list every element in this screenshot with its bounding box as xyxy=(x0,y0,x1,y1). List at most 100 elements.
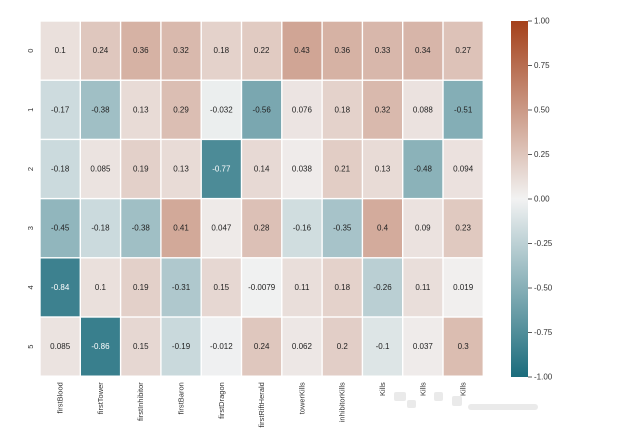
colorbar-tick-label: 0.50 xyxy=(534,106,550,115)
heatmap-cell xyxy=(322,258,362,317)
heatmap-cell xyxy=(443,140,483,198)
column-tick-label: firstBlood xyxy=(56,382,65,413)
cell-value-label: 0.09 xyxy=(415,224,431,233)
column-tick-label: firstDragon xyxy=(217,382,226,419)
heatmap-cell xyxy=(40,258,80,317)
heatmap-cell-labels: 0.1 0.24 0.36 0.32 0.18 0.22 0.43 0.36 0.33 0.34 0… xyxy=(50,46,474,351)
heatmap-cell xyxy=(121,140,161,198)
cell-value-label: 0.21 xyxy=(334,165,350,174)
cell-value-label: -0.35 xyxy=(333,224,352,233)
heatmap-cell xyxy=(81,21,120,80)
cell-value-label: 0.14 xyxy=(254,165,270,174)
heatmap-cell xyxy=(40,199,80,258)
cell-value-label: -0.0079 xyxy=(248,283,276,292)
heatmap-cell xyxy=(121,21,161,80)
row-tick-label: 1 xyxy=(26,108,35,112)
heatmap-cell xyxy=(121,258,161,317)
blurred-region xyxy=(394,392,538,410)
cell-value-label: -0.26 xyxy=(373,283,392,292)
column-tick-label: firstRiftHerald xyxy=(257,382,266,427)
heatmap-cell xyxy=(161,21,201,80)
cell-value-label: 0.2 xyxy=(337,342,349,351)
cell-value-label: 0.038 xyxy=(292,165,313,174)
cell-value-label: 0.36 xyxy=(133,46,149,55)
heatmap-cell xyxy=(201,317,241,376)
heatmap-cell xyxy=(121,80,161,139)
cell-value-label: -0.86 xyxy=(91,342,110,351)
heatmap-cell xyxy=(403,21,443,80)
heatmap-cell xyxy=(40,317,80,376)
cell-value-label: 0.19 xyxy=(133,165,149,174)
heatmap-cell xyxy=(81,317,120,376)
heatmap-cell xyxy=(81,140,120,198)
cell-value-label: -0.38 xyxy=(91,105,110,114)
heatmap-cell xyxy=(201,258,241,317)
cell-value-label: 0.11 xyxy=(415,283,431,292)
row-tick-label: 2 xyxy=(26,167,35,171)
cell-value-label: 0.13 xyxy=(375,165,391,174)
cell-value-label: 0.047 xyxy=(211,224,232,233)
cell-value-label: 0.1 xyxy=(55,46,67,55)
cell-value-label: 0.18 xyxy=(334,283,350,292)
colorbar-tick-label: -0.50 xyxy=(534,284,553,293)
colorbar-tick-label: -0.75 xyxy=(534,328,553,337)
cell-value-label: 0.019 xyxy=(453,283,474,292)
cell-value-label: -0.31 xyxy=(172,283,191,292)
cell-value-label: -0.51 xyxy=(454,105,473,114)
cell-value-label: 0.1 xyxy=(95,283,107,292)
cell-value-label: 0.24 xyxy=(93,46,109,55)
column-tick-label: Kills xyxy=(459,382,468,396)
heatmap-cell xyxy=(403,258,443,317)
heatmap-cell xyxy=(443,199,483,258)
cell-value-label: 0.36 xyxy=(334,46,350,55)
colorbar-tick-label: 0.75 xyxy=(534,61,550,70)
cell-value-label: 0.24 xyxy=(254,342,270,351)
cell-value-label: 0.088 xyxy=(413,105,434,114)
cell-value-label: -0.38 xyxy=(132,224,151,233)
cell-value-label: -0.77 xyxy=(212,165,231,174)
cell-value-label: -0.17 xyxy=(51,105,70,114)
cell-value-label: 0.13 xyxy=(133,105,149,114)
cell-value-label: 0.085 xyxy=(90,165,111,174)
column-tick-label: firstBaron xyxy=(177,382,186,414)
cell-value-label: -0.48 xyxy=(414,165,433,174)
cell-value-label: -0.16 xyxy=(293,224,312,233)
cell-value-label: -0.18 xyxy=(91,224,110,233)
heatmap-cell xyxy=(201,199,241,258)
colorbar-tick-label: -1.00 xyxy=(534,373,553,382)
column-tick-label: Kills xyxy=(378,382,387,396)
cell-value-label: 0.22 xyxy=(254,46,270,55)
heatmap-cell xyxy=(121,317,161,376)
cell-value-label: 0.29 xyxy=(173,105,189,114)
heatmap-cell xyxy=(403,317,443,376)
column-tick-label: towerKills xyxy=(297,382,306,414)
heatmap-cell xyxy=(81,258,120,317)
row-tick-label: 5 xyxy=(26,345,35,349)
heatmap-cell xyxy=(242,258,282,317)
cell-value-label: -0.1 xyxy=(376,342,390,351)
colorbar-tick-label: 0.25 xyxy=(534,150,550,159)
cell-value-label: 0.23 xyxy=(455,224,471,233)
cell-value-label: 0.32 xyxy=(173,46,189,55)
heatmap-cell xyxy=(363,21,402,80)
cell-value-label: 0.19 xyxy=(133,283,149,292)
heatmap-cell xyxy=(242,140,282,198)
heatmap-cell xyxy=(201,140,241,198)
heatmap-cell xyxy=(443,21,483,80)
heatmap-cell xyxy=(443,258,483,317)
colorbar-scale xyxy=(511,21,528,377)
heatmap-cell xyxy=(242,199,282,258)
colorbar-tick-label: -0.25 xyxy=(534,239,553,248)
cell-value-label: 0.32 xyxy=(375,105,391,114)
heatmap-cell xyxy=(322,21,362,80)
cell-value-label: 0.18 xyxy=(214,46,230,55)
heatmap-cell xyxy=(363,80,402,139)
heatmap-cell xyxy=(443,317,483,376)
cell-value-label: -0.56 xyxy=(253,105,272,114)
row-tick-label: 0 xyxy=(26,49,35,53)
cell-value-label: 0.11 xyxy=(294,283,310,292)
heatmap-cell xyxy=(161,258,201,317)
colorbar: 1.00 0.75 0.50 0.25 0.00 -0.25 -0.50 -0.75 -1.00 xyxy=(511,17,553,382)
cell-value-label: 0.27 xyxy=(455,46,471,55)
cell-value-label: 0.15 xyxy=(214,283,230,292)
